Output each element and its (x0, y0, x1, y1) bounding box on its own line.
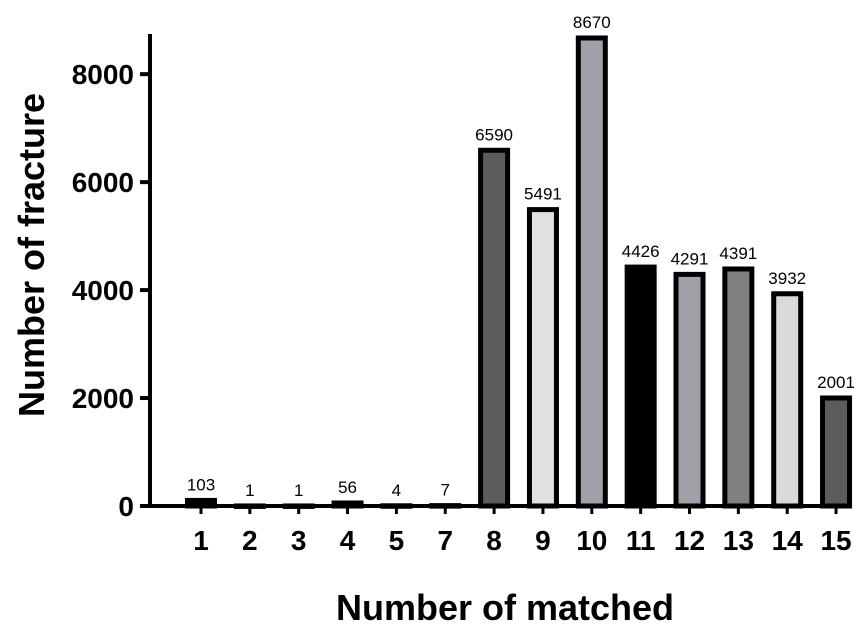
x-tick-label-15: 15 (820, 525, 851, 556)
data-label-14: 3932 (768, 269, 806, 288)
x-tick-label-8: 8 (486, 525, 502, 556)
data-label-3: 1 (294, 481, 303, 500)
data-labels-layer: 103 1 1 56 4 7 6590 5491 8670 4426 4291 4391 3932 200… (187, 13, 855, 500)
y-tick-label-4000: 4000 (72, 275, 134, 306)
bars-layer (185, 35, 853, 509)
y-tick-label-2000: 2000 (72, 383, 134, 414)
x-tick-label-5: 5 (389, 525, 405, 556)
y-tick-label-0: 0 (118, 491, 134, 522)
x-tick-label-14: 14 (772, 525, 804, 556)
y-tick-label-8000: 8000 (72, 59, 134, 90)
data-label-11: 4426 (622, 242, 660, 261)
x-tick-label-11: 11 (626, 525, 656, 556)
data-label-12: 4291 (671, 249, 709, 268)
x-tick-label-9: 9 (535, 525, 551, 556)
y-tick-label-6000: 6000 (72, 167, 134, 198)
y-axis-title: Number of fracture (11, 93, 52, 417)
data-label-1: 103 (187, 475, 215, 494)
data-label-5: 4 (392, 481, 401, 500)
x-tick-label-13: 13 (723, 525, 754, 556)
x-tick-label-7: 7 (437, 525, 453, 556)
data-label-13: 4391 (719, 244, 757, 263)
data-label-15: 2001 (817, 373, 855, 392)
bar-10 (575, 35, 608, 509)
data-label-4: 56 (338, 478, 357, 497)
data-label-8: 6590 (475, 125, 513, 144)
bar-14 (771, 291, 804, 509)
bar-8 (478, 147, 511, 509)
bar-11 (624, 264, 657, 509)
bar-13 (722, 266, 755, 509)
x-tick-label-12: 12 (674, 525, 705, 556)
data-label-7: 7 (441, 481, 450, 500)
bar-12 (673, 271, 706, 509)
x-tick-label-4: 4 (340, 525, 356, 556)
x-tick-label-2: 2 (242, 525, 258, 556)
x-tick-label-10: 10 (576, 525, 607, 556)
data-label-9: 5491 (524, 185, 562, 204)
bar-9 (526, 207, 559, 509)
x-axis-title: Number of matched (336, 587, 674, 628)
data-label-10: 8670 (573, 13, 611, 32)
x-tick-label-3: 3 (291, 525, 307, 556)
data-label-2: 1 (245, 481, 254, 500)
bar-15 (820, 395, 853, 509)
x-tick-label-1: 1 (193, 525, 209, 556)
